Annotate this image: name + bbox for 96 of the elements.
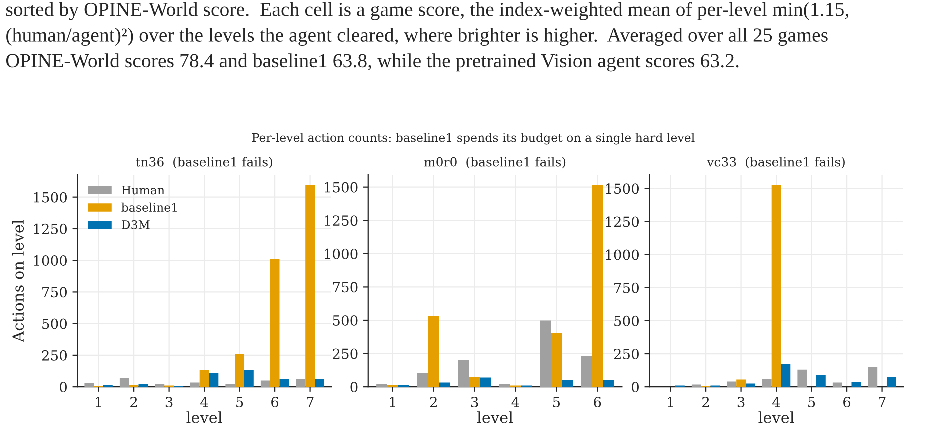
y-tick-label: 250 — [42, 350, 68, 361]
bar — [727, 382, 737, 388]
x-tick-label: 6 — [844, 397, 851, 408]
x-tick-label: 1 — [96, 397, 102, 408]
x-tick-label: 1 — [390, 397, 396, 408]
x-tick-label: 7 — [307, 397, 314, 408]
bar — [886, 377, 896, 388]
y-tick-label: 750 — [333, 282, 358, 293]
bar — [190, 382, 200, 388]
bar — [551, 333, 562, 388]
text: sorted by OPINE-World score. Each cell is a game score, the index-weighted mean of per-level min(1.15, (human/agent)²) over the levels the agent cleared, where brighter is higher. Averaged over all 25 games OPINE-World scores 78.4 and baseline1 63.8, while the pretrained Vision agent scores 63.2. — [6, 2, 848, 72]
x-tick-label: 4 — [772, 397, 780, 408]
bar — [120, 378, 130, 388]
y-tick-label: 1000 — [606, 250, 639, 260]
bar — [376, 384, 388, 388]
chart-title: m0r0 (baseline1 fails) — [424, 157, 566, 169]
bar — [235, 354, 244, 388]
x-axis-title: level — [477, 412, 514, 424]
bar — [762, 379, 772, 388]
bar — [200, 370, 210, 388]
bar — [540, 320, 552, 388]
bar — [692, 384, 702, 388]
bar — [138, 384, 148, 388]
bar — [772, 185, 782, 388]
y-tick-label: 250 — [614, 348, 639, 360]
x-tick-label: 5 — [236, 397, 244, 408]
bar — [315, 379, 324, 388]
x-tick-label: 3 — [471, 397, 478, 408]
y-tick-label: 750 — [614, 282, 639, 294]
x-tick-label: 2 — [130, 397, 138, 408]
bar — [155, 384, 165, 388]
x-tick-label: 1 — [668, 397, 674, 408]
y-tick-label: 500 — [614, 316, 639, 326]
x-tick-label: 2 — [702, 397, 710, 408]
y-axis-title: Actions on level — [12, 220, 24, 342]
y-tick-label: 1250 — [325, 216, 358, 226]
y-tick-label: 1000 — [34, 256, 68, 266]
y-tick-label: 1250 — [606, 216, 639, 228]
chart-title: vc33 (baseline1 fails) — [707, 157, 845, 169]
bar — [469, 377, 480, 388]
bar — [480, 378, 492, 388]
bar — [418, 373, 428, 388]
x-tick-label: 2 — [430, 397, 437, 408]
bar — [209, 373, 219, 388]
legend-label: D3M — [122, 220, 150, 230]
bar — [592, 185, 604, 388]
bar — [816, 375, 826, 388]
x-tick-label: 5 — [808, 397, 816, 408]
bar — [270, 259, 280, 388]
bar — [581, 356, 592, 388]
bar — [832, 382, 842, 388]
chart-title: tn36 (baseline1 fails) — [136, 157, 272, 169]
bar — [458, 360, 470, 388]
y-tick-label: 250 — [333, 348, 358, 360]
y-tick-label: 1500 — [606, 184, 639, 194]
bar — [562, 380, 574, 388]
x-tick-label: 6 — [594, 397, 602, 408]
bar — [868, 367, 878, 388]
x-axis-title: level — [186, 412, 222, 424]
legend-label: Human — [122, 186, 165, 195]
bar — [306, 185, 315, 388]
y-tick-label: 1500 — [325, 182, 358, 193]
bar — [798, 370, 808, 388]
y-tick-label: 500 — [42, 318, 68, 330]
bar — [439, 382, 450, 388]
x-axis-title: level — [758, 412, 794, 424]
bar — [781, 364, 791, 388]
bar — [296, 379, 306, 388]
y-tick-label: 0 — [350, 382, 358, 393]
y-tick-label: 500 — [333, 315, 358, 326]
bar — [603, 380, 614, 388]
x-tick-label: 6 — [272, 397, 279, 408]
bar — [746, 384, 756, 388]
legend-label: baseline1 — [122, 202, 177, 212]
y-tick-label: 0 — [632, 382, 639, 393]
x-tick-label: 4 — [512, 397, 520, 408]
x-tick-label: 4 — [200, 397, 208, 408]
y-tick-label: 1500 — [34, 192, 68, 203]
bar — [244, 370, 254, 388]
bar — [280, 379, 290, 388]
bar — [226, 384, 236, 388]
bar — [84, 383, 94, 388]
bar — [260, 380, 270, 388]
bar — [852, 382, 862, 388]
x-tick-label: 3 — [166, 397, 173, 408]
bar — [499, 384, 510, 388]
bar — [428, 316, 440, 388]
y-tick-label: 750 — [42, 287, 68, 298]
y-tick-label: 1250 — [34, 224, 68, 234]
text: Per-level action counts: baseline1 spends its budget on a single hard level — [252, 133, 695, 145]
bar — [736, 380, 746, 388]
x-tick-label: 3 — [738, 397, 745, 408]
y-tick-label: 1000 — [325, 248, 358, 260]
y-tick-label: 0 — [60, 382, 68, 393]
x-tick-label: 7 — [879, 397, 886, 408]
x-tick-label: 5 — [553, 397, 560, 408]
